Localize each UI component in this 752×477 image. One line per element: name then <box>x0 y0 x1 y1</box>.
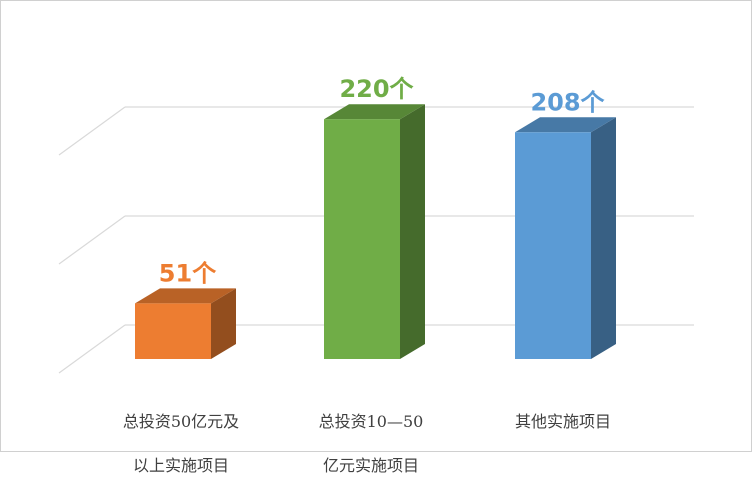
bar-front-face <box>324 119 400 359</box>
category-label-large-projects: 总投资50亿元及 以上实施项目 <box>96 389 266 477</box>
bar-top-face <box>135 288 236 304</box>
bar <box>135 288 236 359</box>
data-labels: 51个 220个 208个 <box>159 75 606 287</box>
bar-chart: 51个 220个 208个 <box>58 75 694 374</box>
bar-front-face <box>135 303 211 359</box>
category-label-line: 其他实施项目 <box>514 412 611 431</box>
bar-side-face <box>211 288 236 359</box>
bar <box>324 104 425 359</box>
bar-side-face <box>591 117 616 359</box>
data-label: 51个 <box>159 259 217 287</box>
bars <box>135 104 616 359</box>
bar-side-face <box>400 104 425 359</box>
category-label-line: 总投资50亿元及 <box>122 412 240 431</box>
category-label-other-projects: 其他实施项目 <box>478 389 648 433</box>
category-label-medium-projects: 总投资10—50 亿元实施项目 <box>286 389 456 477</box>
category-label-line: 以上实施项目 <box>132 456 229 475</box>
category-label-line: 亿元实施项目 <box>322 456 419 475</box>
gridline-side <box>58 106 126 156</box>
bar-top-face <box>515 117 616 133</box>
gridline-side <box>58 324 126 374</box>
data-label: 208个 <box>530 88 605 116</box>
gridline-side <box>58 215 126 265</box>
bar-front-face <box>515 132 591 359</box>
data-label: 220个 <box>339 75 414 103</box>
category-label-line: 总投资10—50 <box>318 412 424 431</box>
bar-top-face <box>324 104 425 120</box>
bar <box>515 117 616 359</box>
